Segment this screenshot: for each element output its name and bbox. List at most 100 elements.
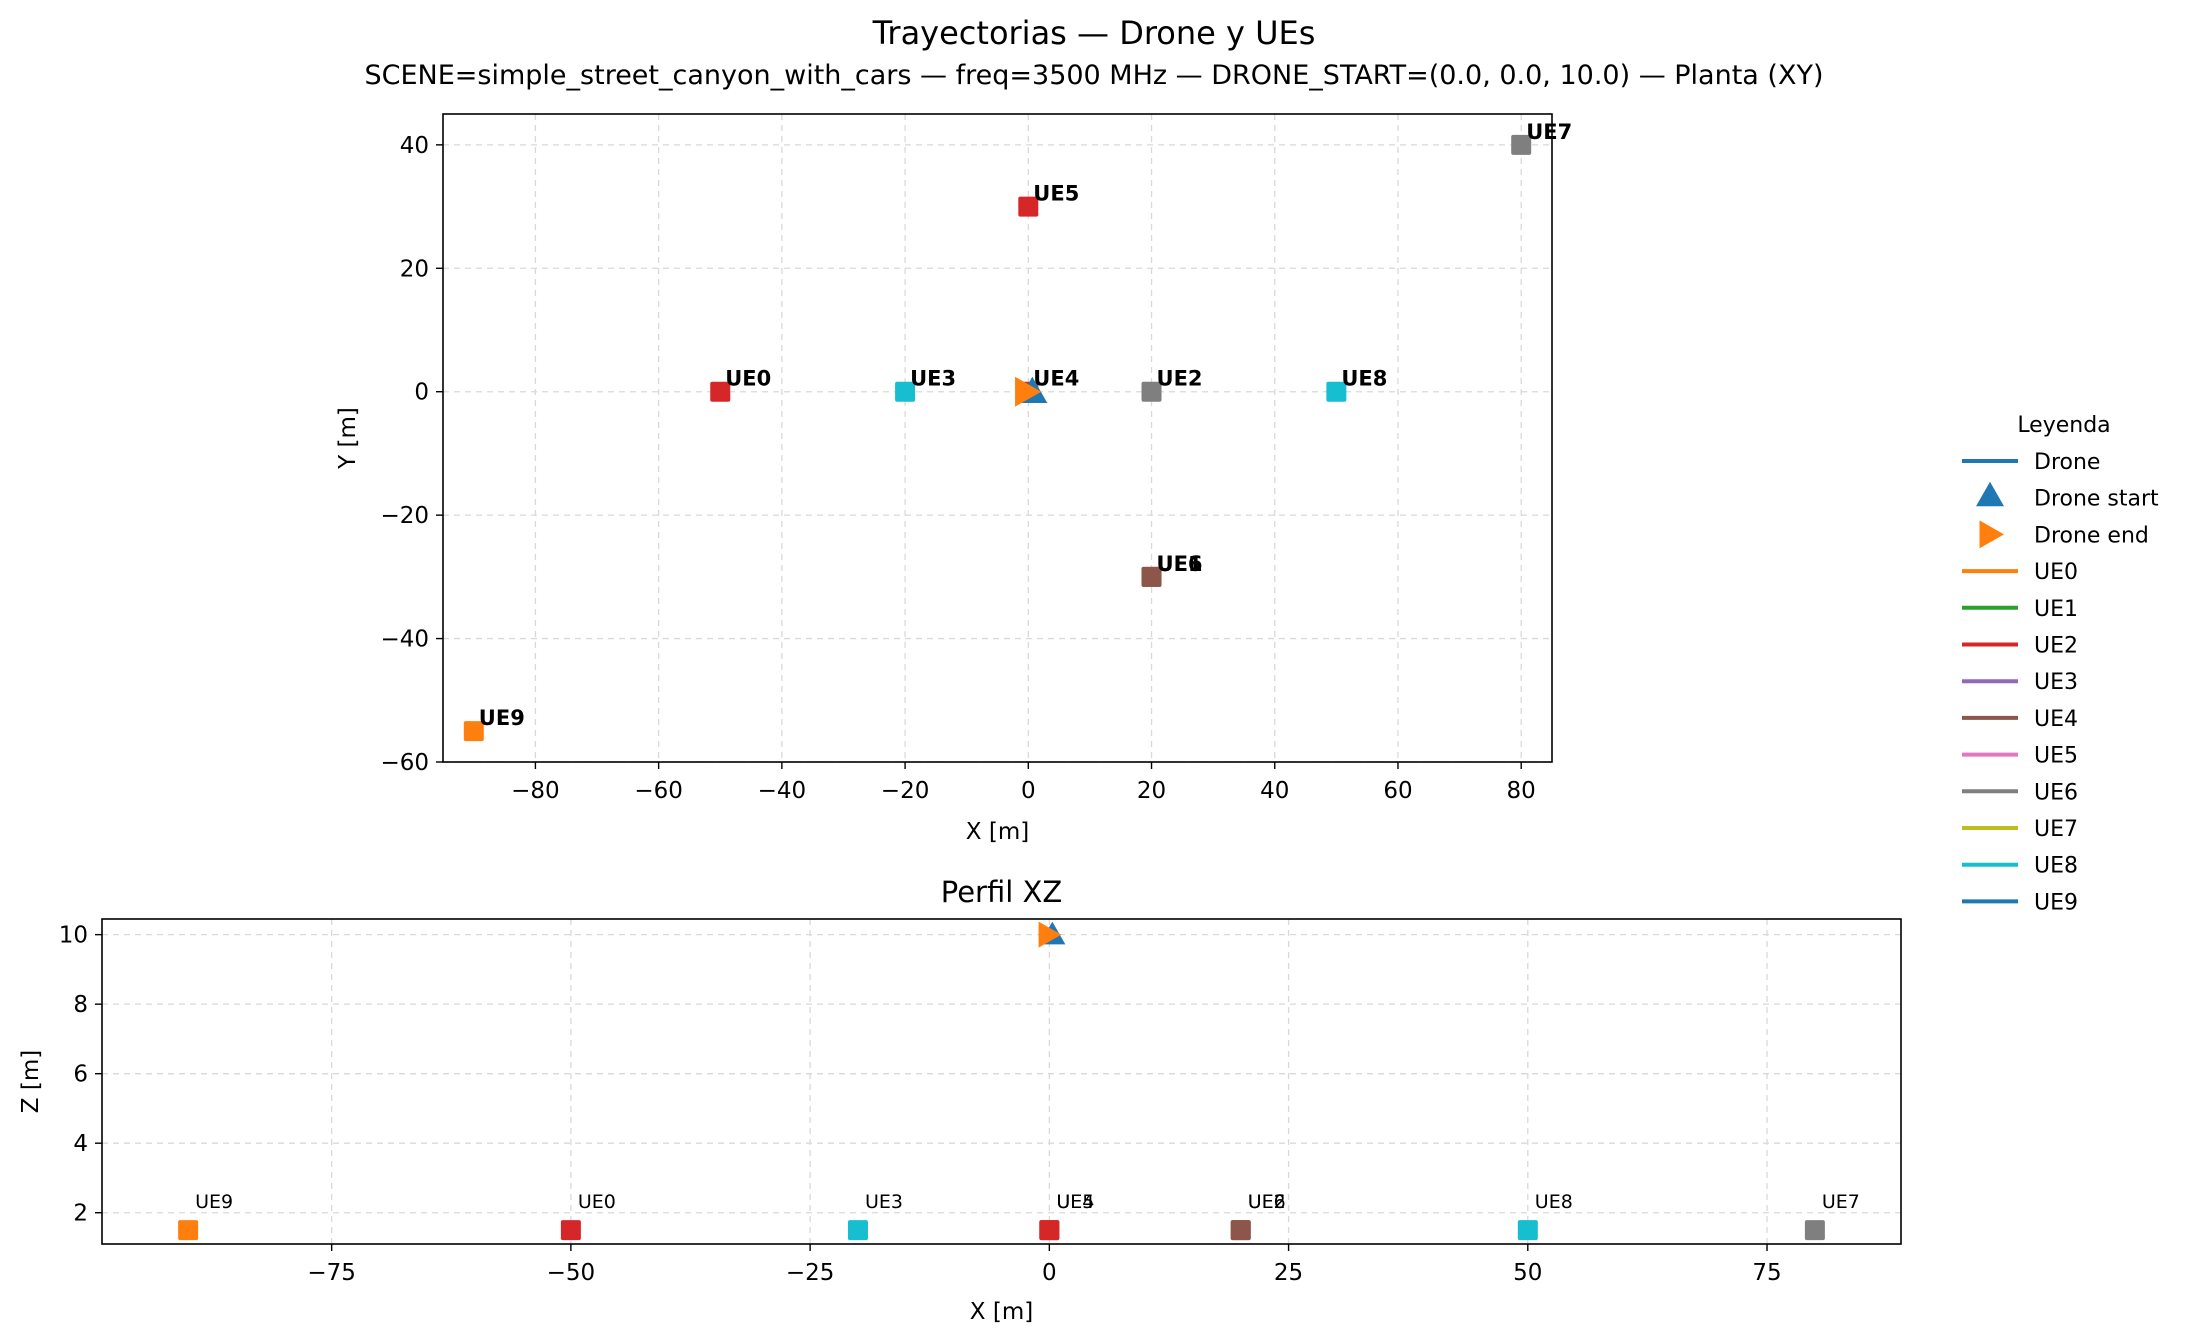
label-ue7: UE7 (1526, 120, 1572, 144)
legend-label: UE1 (2034, 597, 2078, 622)
label-ue7: UE7 (1822, 1191, 1860, 1213)
xz-x-tick-label: −50 (547, 1260, 596, 1286)
marker-ue4 (1039, 1220, 1060, 1241)
legend-item-ue1: UE1 (1962, 597, 2078, 622)
legend-label: UE2 (2034, 634, 2078, 659)
label-ue5: UE5 (1056, 1191, 1094, 1213)
xz-axes-frame (101, 918, 1902, 1245)
legend-label: UE8 (2034, 854, 2078, 879)
label-ue0: UE0 (725, 367, 771, 391)
xz-y-tick-label: 6 (73, 1062, 88, 1088)
marker-ue9 (463, 721, 484, 742)
xy-x-tick-label: 0 (1021, 778, 1036, 804)
xz-panel-title: Perfil XZ (941, 875, 1063, 909)
xy-x-tick-label: 80 (1507, 778, 1536, 804)
marker-ue8 (1517, 1220, 1538, 1241)
drone-end-swatch (1979, 520, 2004, 549)
xy-y-tick-label: 0 (414, 380, 429, 406)
xz-y-axis-label: Z [m] (18, 1050, 44, 1113)
xy-y-tick-label: −40 (380, 627, 429, 653)
label-ue3: UE3 (910, 367, 956, 391)
xz-x-tick-label: −25 (786, 1260, 835, 1286)
drone-end-marker (1038, 921, 1062, 948)
label-ue0: UE0 (578, 1191, 616, 1213)
marker-ue0 (560, 1220, 581, 1241)
label-ue1: UE1 (1157, 552, 1203, 576)
legend: Leyenda Drone Drone start Drone end UE0 UE1 U… (1962, 413, 2159, 915)
xz-y-tick-label: 4 (73, 1131, 88, 1157)
legend-label: UE0 (2034, 560, 2078, 585)
legend-item-ue3: UE3 (1962, 670, 2078, 695)
label-ue5: UE5 (1033, 182, 1079, 206)
xz-x-tick-label: −75 (307, 1260, 356, 1286)
legend-label: Drone end (2034, 523, 2149, 548)
legend-item-ue0: UE0 (1962, 560, 2078, 585)
xy-gridlines (443, 114, 1552, 763)
marker-ue8 (1326, 381, 1347, 402)
xy-x-axis-label: X [m] (966, 819, 1029, 845)
xz-x-tick-label: 0 (1042, 1260, 1057, 1286)
xz-y-tick-label: 8 (73, 992, 88, 1018)
xy-y-axis-label: Y [m] (335, 407, 361, 470)
label-ue6: UE6 (1157, 552, 1203, 576)
label-ue6: UE6 (1248, 1191, 1286, 1213)
marker-ue6 (1230, 1220, 1251, 1241)
xy-x-tick-label: −40 (758, 778, 807, 804)
xz-x-tick-label: 75 (1752, 1260, 1781, 1286)
legend-item-ue2: UE2 (1962, 634, 2078, 659)
xz-x-tick-label: 50 (1513, 1260, 1542, 1286)
legend-label: UE9 (2034, 890, 2078, 915)
xy-x-tick-label: 60 (1383, 778, 1412, 804)
legend-label: UE6 (2034, 780, 2078, 805)
xy-y-tick-label: −20 (380, 503, 429, 529)
legend-item-drone-start: Drone start (1976, 481, 2159, 512)
label-ue8: UE8 (1535, 1191, 1573, 1213)
xz-tick-labels: −75 −50 −25 0 25 50 75 2 4 6 8 10 (59, 923, 1782, 1286)
legend-item-ue6: UE6 (1962, 780, 2078, 805)
label-ue2: UE2 (1248, 1191, 1286, 1213)
xy-y-tick-label: 40 (400, 133, 429, 159)
xz-y-tick-label: 2 (73, 1201, 88, 1227)
marker-ue0 (710, 381, 731, 402)
drone-end-marker (1015, 376, 1042, 407)
marker-ue2 (1141, 381, 1162, 402)
legend-label: UE3 (2034, 670, 2078, 695)
legend-label: UE7 (2034, 817, 2078, 842)
xy-axes-frame (442, 113, 1553, 763)
xz-gridlines (102, 919, 1901, 1244)
legend-item-drone-end: Drone end (1979, 520, 2149, 549)
legend-item-ue7: UE7 (1962, 817, 2078, 842)
legend-label: Drone start (2034, 487, 2159, 512)
marker-ue9 (178, 1220, 199, 1241)
legend-item-ue9: UE9 (1962, 890, 2078, 915)
legend-item-ue8: UE8 (1962, 854, 2078, 879)
legend-item-ue4: UE4 (1962, 707, 2078, 732)
legend-item-ue5: UE5 (1962, 744, 2078, 769)
xy-y-tick-label: −60 (380, 750, 429, 776)
xy-x-tick-label: −20 (881, 778, 930, 804)
xz-y-tick-label: 10 (59, 923, 88, 949)
legend-item-drone: Drone (1962, 450, 2100, 475)
label-ue4: UE4 (1056, 1191, 1094, 1213)
figure-title: Trayectorias — Drone y UEs (872, 14, 1316, 52)
xy-x-tick-label: −60 (634, 778, 683, 804)
xz-x-tick-label: 25 (1274, 1260, 1303, 1286)
marker-ue3 (895, 381, 916, 402)
legend-label: UE4 (2034, 707, 2078, 732)
xy-x-tick-label: 40 (1260, 778, 1289, 804)
label-ue2: UE2 (1157, 367, 1203, 391)
legend-title: Leyenda (2017, 413, 2110, 438)
marker-ue3 (847, 1220, 868, 1241)
legend-label: UE5 (2034, 744, 2078, 769)
label-ue3: UE3 (865, 1191, 903, 1213)
marker-ue6 (1141, 566, 1162, 587)
marker-ue5 (1018, 196, 1039, 217)
marker-ue7 (1804, 1220, 1825, 1241)
label-ue4: UE4 (1033, 367, 1079, 391)
drone-start-swatch (1976, 481, 2004, 507)
legend-label: Drone (2034, 450, 2100, 475)
